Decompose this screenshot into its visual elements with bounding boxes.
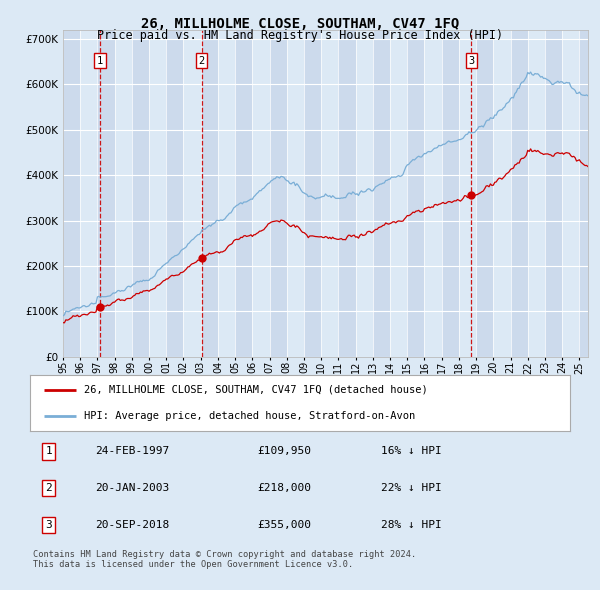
Bar (132, 30, 149, 357)
Text: £109,950: £109,950 (257, 447, 311, 457)
Bar (97, 30, 115, 357)
Text: 1: 1 (46, 447, 52, 457)
Text: Contains HM Land Registry data © Crown copyright and database right 2024.
This d: Contains HM Land Registry data © Crown c… (33, 550, 416, 569)
Text: 2: 2 (46, 483, 52, 493)
Text: 2: 2 (199, 55, 205, 65)
Bar (407, 30, 424, 357)
Text: 20-SEP-2018: 20-SEP-2018 (95, 520, 169, 530)
Bar (80, 30, 97, 357)
Bar (115, 30, 132, 357)
Bar (321, 30, 338, 357)
Bar (545, 30, 562, 357)
Bar (63, 30, 80, 357)
Bar (511, 30, 528, 357)
Text: 3: 3 (46, 520, 52, 530)
Bar (390, 30, 407, 357)
Bar (459, 30, 476, 357)
Bar (201, 30, 218, 357)
Bar (235, 30, 253, 357)
Text: 22% ↓ HPI: 22% ↓ HPI (381, 483, 442, 493)
Bar (580, 30, 588, 357)
Bar (184, 30, 201, 357)
Bar (287, 30, 304, 357)
Bar (442, 30, 459, 357)
Text: 26, MILLHOLME CLOSE, SOUTHAM, CV47 1FQ: 26, MILLHOLME CLOSE, SOUTHAM, CV47 1FQ (141, 17, 459, 31)
Bar (218, 30, 235, 357)
Text: 20-JAN-2003: 20-JAN-2003 (95, 483, 169, 493)
Text: Price paid vs. HM Land Registry's House Price Index (HPI): Price paid vs. HM Land Registry's House … (97, 30, 503, 42)
Bar (528, 30, 545, 357)
Bar (373, 30, 390, 357)
Bar (253, 30, 269, 357)
Text: 26, MILLHOLME CLOSE, SOUTHAM, CV47 1FQ (detached house): 26, MILLHOLME CLOSE, SOUTHAM, CV47 1FQ (… (84, 385, 428, 395)
Bar (166, 30, 184, 357)
Text: 1: 1 (97, 55, 103, 65)
Bar (476, 30, 493, 357)
Bar (562, 30, 580, 357)
Text: HPI: Average price, detached house, Stratford-on-Avon: HPI: Average price, detached house, Stra… (84, 411, 415, 421)
Text: 3: 3 (468, 55, 475, 65)
Text: 28% ↓ HPI: 28% ↓ HPI (381, 520, 442, 530)
Bar (149, 30, 166, 357)
Text: £218,000: £218,000 (257, 483, 311, 493)
Bar (493, 30, 511, 357)
Bar (269, 30, 287, 357)
Bar (304, 30, 321, 357)
Text: 24-FEB-1997: 24-FEB-1997 (95, 447, 169, 457)
Text: 16% ↓ HPI: 16% ↓ HPI (381, 447, 442, 457)
Bar (356, 30, 373, 357)
Text: £355,000: £355,000 (257, 520, 311, 530)
Bar (424, 30, 442, 357)
Bar (338, 30, 356, 357)
